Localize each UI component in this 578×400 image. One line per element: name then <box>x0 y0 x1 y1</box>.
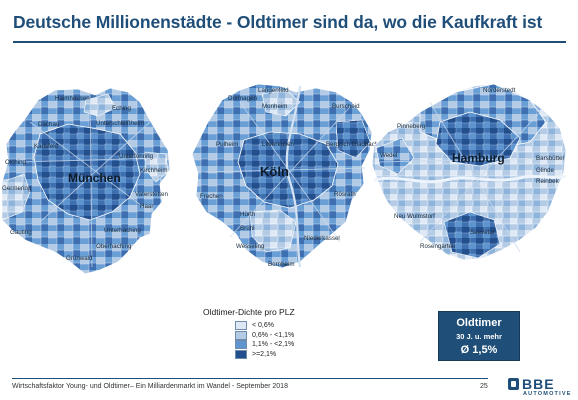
hamburg-place-label: Neu Wulmstorf <box>394 213 435 220</box>
legend-item: < 0,6% <box>235 321 369 331</box>
footer-divider <box>12 378 488 379</box>
legend-swatch <box>235 340 247 350</box>
munich-place-label: Haar <box>140 203 153 210</box>
rhine-river <box>285 85 302 268</box>
hamburg-place-label: Rosengarten <box>420 243 456 250</box>
hamburg-city-label: Hamburg <box>452 151 505 165</box>
cologne-map: Köln Langenfeld Dormagen Monheim Bursche… <box>191 83 379 269</box>
hamburg-west-mix <box>375 137 415 175</box>
oldtimer-stat-box: Oldtimer 30 J. u. mehr Ø 1,5% <box>438 311 520 361</box>
munich-place-label: Eching <box>112 105 131 112</box>
legend-label: < 0,6% <box>252 322 274 330</box>
munich-place-label: Kirchheim <box>140 167 168 174</box>
munich-place-label: Vaterstetten <box>135 191 168 198</box>
oldtimer-box-subtitle: 30 J. u. mehr <box>456 332 502 341</box>
legend-swatch <box>235 321 247 331</box>
cologne-place-label: Wesseling <box>236 243 265 250</box>
munich-place-label: Dachau <box>38 121 60 128</box>
hamburg-place-label: Glinde <box>536 167 554 174</box>
legend-item: 1,1% - <2,1% <box>235 340 369 350</box>
page-number: 25 <box>480 383 488 390</box>
cologne-city-label: Köln <box>260 164 289 179</box>
munich-place-label: Haimhausen <box>55 95 90 102</box>
cologne-place-label: Frechen <box>200 193 223 200</box>
legend-swatch <box>235 330 247 340</box>
hamburg-roads <box>379 101 561 253</box>
legend-item: 0,6% - <1,1% <box>235 330 369 341</box>
hamburg-place-label: Pinneberg <box>397 123 426 130</box>
munich-light-north <box>83 93 117 117</box>
hamburg-south-dark <box>443 211 501 259</box>
hamburg-map: Hamburg Norderstedt Pinneberg Wedel Bars… <box>371 83 567 261</box>
hamburg-place-label: Seevetal <box>470 229 494 236</box>
cologne-light-north <box>261 89 301 117</box>
legend-swatch <box>235 349 247 359</box>
cologne-place-label: Brühl <box>240 225 254 232</box>
cologne-place-label: Bornheim <box>268 261 294 268</box>
munich-city-label: München <box>68 171 121 185</box>
legend-label: >=2,1% <box>252 350 277 358</box>
munich-core <box>33 123 141 221</box>
title-divider <box>13 41 566 43</box>
munich-place-label: Germering <box>2 185 32 192</box>
munich-place-label: Unterschleißheim <box>96 120 144 127</box>
cologne-place-label: Rösrath <box>334 191 356 198</box>
oldtimer-box-value: Ø 1,5% <box>460 344 498 356</box>
cologne-light-south <box>249 209 297 253</box>
cologne-place-label: Niederkassel <box>304 235 340 242</box>
cologne-place-label: Langenfeld <box>258 87 289 94</box>
logo-tagline: AUTOMOTIVE <box>523 391 572 397</box>
cologne-place-label: Monheim <box>262 103 287 110</box>
hamburg-place-label: Reinbek <box>536 178 560 185</box>
logo-name: BBE <box>522 376 555 392</box>
munich-place-label: Unterhaching <box>104 227 141 234</box>
cologne-dark-east <box>335 119 371 159</box>
munich-light-east <box>144 151 169 183</box>
legend-label: 0,6% - <1,1% <box>252 331 295 339</box>
munich-place-label: Unterföhring <box>119 153 154 160</box>
cologne-place-label: Hürth <box>240 211 256 218</box>
choropleth-maps: München Haimhausen Eching Dachau Untersc… <box>1 83 567 275</box>
logo-mark-icon <box>508 378 519 390</box>
slide-title: Deutsche Millionenstädte - Oldtimer sind… <box>13 12 543 32</box>
cologne-place-label: Dormagen <box>228 95 257 102</box>
munich-map: München Haimhausen Eching Dachau Untersc… <box>1 87 171 275</box>
footer-text: Wirtschaftsfaktor Young- und Oldtimer– E… <box>12 383 288 390</box>
cologne-place-label: Burscheid <box>332 103 360 110</box>
cologne-place-label: Pulheim <box>216 141 238 148</box>
hamburg-place-label: Wedel <box>380 152 397 159</box>
munich-light-west <box>1 173 31 221</box>
legend-item: >=2,1% <box>235 349 369 360</box>
munich-place-label: Gauting <box>10 229 32 236</box>
munich-place-label: Grünwald <box>66 255 93 262</box>
cologne-place-label: Bergisch Gladbach <box>326 141 379 148</box>
hamburg-place-label: Norderstedt <box>483 87 516 94</box>
elbe-river <box>373 174 567 184</box>
cologne-roads <box>204 101 366 243</box>
munich-place-label: Karlsfeld <box>34 143 59 150</box>
density-legend: Oldtimer-Dichte pro PLZ < 0,6% 0,6% - <1… <box>199 307 369 359</box>
bbe-automotive-logo: BBE AUTOMOTIVE <box>508 376 572 399</box>
legend-title: Oldtimer-Dichte pro PLZ <box>203 307 295 317</box>
hamburg-core-dark <box>435 111 521 167</box>
munich-roads <box>19 91 161 268</box>
munich-place-label: Oberhaching <box>96 243 132 250</box>
legend-label: 1,1% - <2,1% <box>252 341 295 349</box>
oldtimer-box-title: Oldtimer <box>456 317 502 329</box>
munich-place-label: Olching <box>5 159 27 166</box>
hamburg-place-label: Barsbüttel <box>536 155 564 162</box>
cologne-place-label: Leverkusen <box>262 141 295 148</box>
